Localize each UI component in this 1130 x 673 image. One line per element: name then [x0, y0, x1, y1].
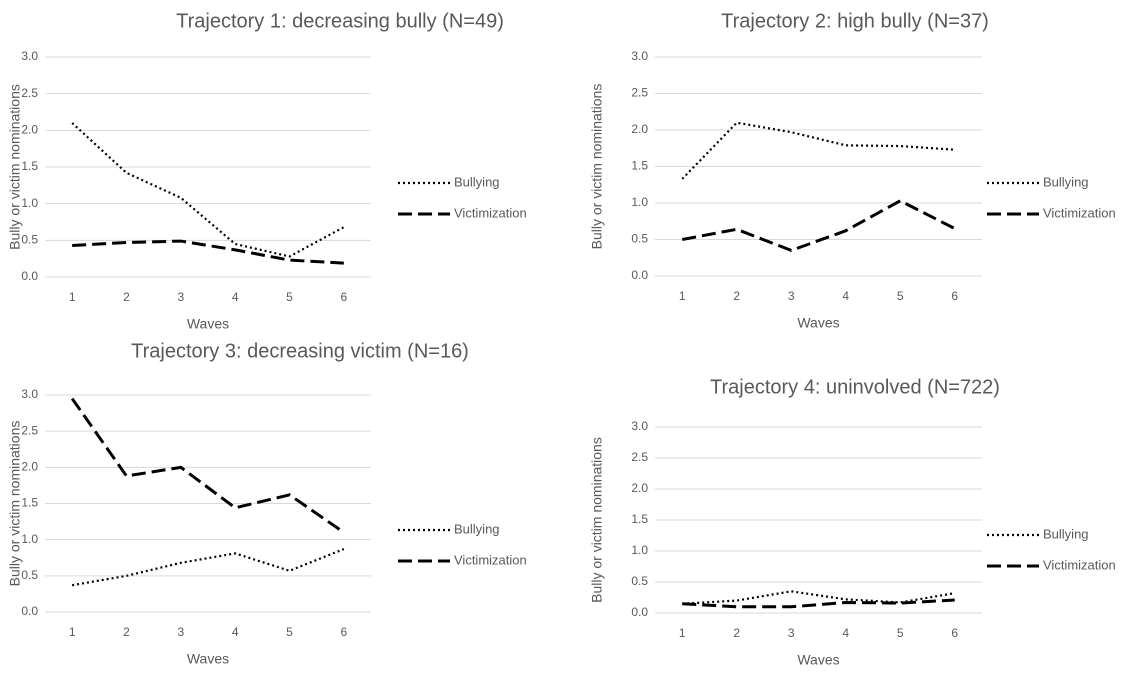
chart-title: Trajectory 1: decreasing bully (N=49): [176, 10, 504, 32]
x-tick-label: 5: [897, 289, 904, 303]
series-line: [681, 121, 955, 180]
y-tick-label: 0.0: [631, 605, 648, 619]
series-line: [682, 598, 955, 609]
y-tick-label: 3.0: [631, 49, 648, 63]
series-line: [681, 199, 956, 253]
y-tick-label: 2.0: [21, 460, 38, 474]
y-axis-label: Bully or victim nominations: [589, 84, 605, 250]
x-tick-label: 6: [951, 289, 958, 303]
legend-label: Victimization: [454, 205, 527, 220]
y-axis-label: Bully or victim nominations: [589, 437, 605, 603]
y-tick-label: 3.0: [21, 49, 38, 63]
x-tick-label: 2: [733, 626, 740, 640]
x-tick-label: 4: [232, 290, 239, 304]
x-tick-label: 4: [842, 626, 849, 640]
y-tick-label: 2.5: [21, 423, 38, 437]
legend-label: Bullying: [454, 174, 500, 189]
x-axis-label: Waves: [797, 652, 839, 668]
x-tick-label: 1: [69, 290, 76, 304]
y-tick-label: 0.0: [21, 269, 38, 283]
x-tick-label: 3: [788, 626, 795, 640]
y-tick-label: 0.5: [21, 568, 38, 582]
series-line: [72, 239, 344, 265]
y-tick-label: 0.5: [631, 232, 648, 246]
x-tick-label: 2: [123, 625, 130, 639]
y-tick-label: 0.5: [631, 574, 648, 588]
series-line: [682, 590, 955, 605]
chart-title: Trajectory 2: high bully (N=37): [721, 10, 989, 32]
legend-label: Victimization: [1043, 205, 1116, 220]
x-tick-label: 6: [340, 290, 347, 304]
y-tick-label: 3.0: [631, 419, 648, 433]
x-tick-label: 2: [733, 289, 740, 303]
y-tick-label: 1.5: [21, 496, 38, 510]
legend-label: Victimization: [1043, 557, 1116, 572]
y-tick-label: 1.0: [21, 532, 38, 546]
x-tick-label: 5: [286, 625, 293, 639]
x-tick-label: 6: [340, 625, 347, 639]
y-tick-label: 2.0: [631, 481, 648, 495]
series-line: [71, 548, 345, 587]
x-tick-label: 5: [897, 626, 904, 640]
x-axis-label: Waves: [187, 316, 229, 332]
x-tick-label: 3: [177, 625, 184, 639]
chart-panel: Trajectory 3: decreasing victim (N=16) 0.…: [7, 340, 527, 666]
y-axis-label: Bully or victim nominations: [7, 421, 23, 587]
chart-panel: Trajectory 2: high bully (N=37) 0.0 0.5 1.0…: [589, 10, 1116, 330]
y-tick-label: 1.0: [21, 196, 38, 210]
series-line: [70, 397, 345, 534]
y-tick-label: 0.0: [631, 268, 648, 282]
y-tick-label: 2.0: [21, 123, 38, 137]
chart-panel: Trajectory 1: decreasing bully (N=49) 0.0…: [7, 10, 527, 331]
y-tick-label: 1.5: [631, 512, 648, 526]
y-tick-label: 0.0: [21, 604, 38, 618]
x-tick-label: 1: [679, 626, 686, 640]
legend-label: Victimization: [454, 552, 527, 567]
y-tick-label: 1.0: [631, 195, 648, 209]
chart-panel: Trajectory 4: uninvolved (N=722) 0.0 0.5 1.…: [589, 376, 1116, 667]
x-tick-label: 3: [177, 290, 184, 304]
y-tick-label: 2.5: [631, 450, 648, 464]
x-tick-label: 6: [951, 626, 958, 640]
y-tick-label: 2.0: [631, 122, 648, 136]
y-tick-label: 2.5: [21, 86, 38, 100]
x-axis-label: Waves: [187, 651, 229, 667]
x-tick-label: 3: [788, 289, 795, 303]
x-axis-label: Waves: [797, 315, 839, 331]
y-tick-label: 1.5: [21, 159, 38, 173]
y-tick-label: 1.0: [631, 543, 648, 557]
x-tick-label: 2: [123, 290, 130, 304]
y-tick-label: 1.5: [631, 159, 648, 173]
legend-label: Bullying: [1043, 174, 1089, 189]
series-line: [71, 122, 345, 258]
x-tick-label: 4: [842, 289, 849, 303]
chart-title: Trajectory 4: uninvolved (N=722): [710, 376, 1000, 398]
chart-title: Trajectory 3: decreasing victim (N=16): [131, 340, 469, 362]
x-tick-label: 1: [69, 625, 76, 639]
x-tick-label: 1: [679, 289, 686, 303]
legend-label: Bullying: [454, 521, 500, 536]
y-tick-label: 0.5: [21, 233, 38, 247]
x-tick-label: 4: [232, 625, 239, 639]
y-tick-label: 3.0: [21, 387, 38, 401]
y-tick-label: 2.5: [631, 86, 648, 100]
x-tick-label: 5: [286, 290, 293, 304]
y-axis-label: Bully or victim nominations: [7, 84, 23, 250]
legend-label: Bullying: [1043, 526, 1089, 541]
